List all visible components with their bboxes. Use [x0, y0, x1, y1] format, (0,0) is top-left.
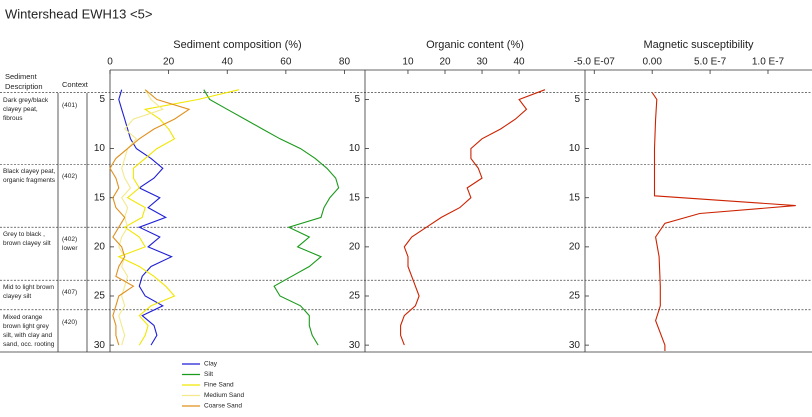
x-tick-label: 1.0 E-7	[752, 57, 785, 68]
data-line	[400, 89, 546, 346]
y-tick-label: 20	[349, 242, 361, 253]
data-line	[651, 92, 796, 351]
layer-description: Mid to light brown clayey silt	[3, 284, 54, 301]
y-tick-label: 10	[569, 143, 581, 154]
x-tick-label: 60	[280, 57, 292, 68]
x-tick-label: 0	[107, 57, 113, 68]
y-tick-label: 25	[94, 291, 106, 302]
layer-context: (401)	[62, 101, 78, 109]
y-tick-label: 30	[569, 340, 581, 351]
layer-context: (407)	[62, 289, 78, 297]
y-tick-label: 10	[349, 143, 361, 154]
layer-description: Grey to black , brown clayey silt	[3, 231, 51, 248]
data-line	[109, 89, 191, 346]
y-tick-label: 5	[574, 94, 580, 105]
data-line	[117, 89, 240, 346]
x-tick-label: 80	[339, 57, 351, 68]
x-tick-label: 40	[222, 57, 234, 68]
legend-label: Silt	[204, 371, 213, 378]
legend-label: Fine Sand	[204, 382, 234, 389]
legend-label: Clay	[204, 361, 218, 368]
y-tick-label: 25	[569, 291, 581, 302]
header-description: Sediment Description	[5, 72, 43, 91]
x-tick-label: -5.0 E-07	[574, 57, 616, 68]
y-tick-label: 20	[569, 242, 581, 253]
data-line	[203, 89, 340, 346]
y-tick-label: 10	[94, 143, 106, 154]
header-context: Context	[62, 80, 88, 89]
layer-description: Dark grey/black clayey peat, fibrous	[3, 96, 49, 122]
y-tick-label: 5	[99, 94, 105, 105]
legend-label: Coarse Sand	[204, 403, 242, 410]
layer-description: Black clayey peat, organic fragments	[3, 168, 56, 185]
y-tick-label: 25	[349, 291, 361, 302]
layer-description: Mixed orange brown light grey silt, with…	[3, 313, 55, 348]
y-tick-label: 30	[94, 340, 106, 351]
x-tick-label: 30	[476, 57, 488, 68]
x-tick-label: 0.00	[642, 57, 662, 68]
x-tick-label: 40	[514, 57, 526, 68]
y-tick-label: 15	[349, 192, 361, 203]
y-tick-label: 15	[569, 192, 581, 203]
layer-context: (420)	[62, 318, 78, 326]
legend-label: Medium Sand	[204, 392, 244, 399]
panel-title: Organic content (%)	[426, 39, 524, 51]
y-tick-label: 5	[354, 94, 360, 105]
x-tick-label: 20	[163, 57, 175, 68]
x-tick-label: 10	[402, 57, 414, 68]
layer-context: (402)	[62, 173, 78, 181]
x-tick-label: 20	[439, 57, 451, 68]
panel-title: Magnetic susceptibility	[643, 39, 754, 51]
y-tick-label: 30	[349, 340, 361, 351]
page-title: Wintershead EWH13 <5>	[5, 6, 152, 21]
y-tick-label: 20	[94, 242, 106, 253]
panel-title: Sediment composition (%)	[173, 39, 301, 51]
data-line	[118, 89, 173, 346]
layer-context: (402) lower	[62, 236, 78, 253]
x-tick-label: 5.0 E-7	[694, 57, 727, 68]
y-tick-label: 15	[94, 192, 106, 203]
